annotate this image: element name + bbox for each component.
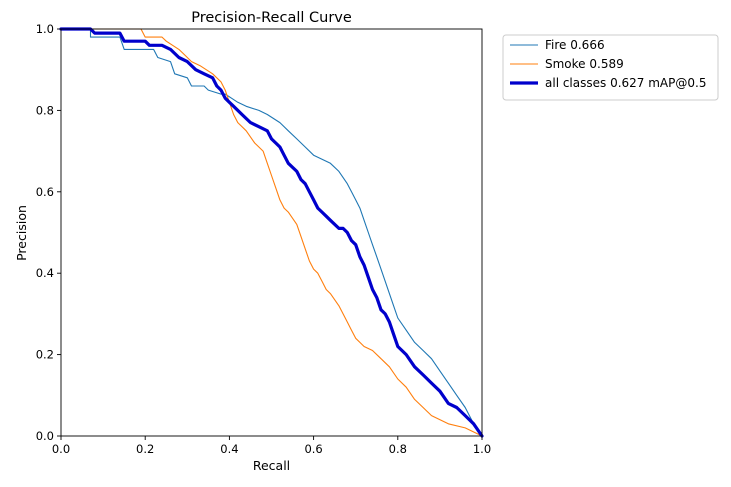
legend-label-3: all classes 0.627 mAP@0.5 xyxy=(545,76,706,90)
y-tick-label: 1.0 xyxy=(36,22,54,36)
y-tick-label: 0.2 xyxy=(36,348,54,362)
x-tick-label: 0.0 xyxy=(52,442,70,456)
legend: Fire 0.666 Smoke 0.589 all classes 0.627 m… xyxy=(502,34,719,101)
x-tick-label: 0.8 xyxy=(389,442,407,456)
y-tick-label: 0.0 xyxy=(36,429,54,443)
axes-frame xyxy=(60,28,483,437)
legend-label-1: Fire 0.666 xyxy=(545,38,605,52)
plot-area: 0.0 0.2 0.4 0.6 0.8 1.0 0.0 0.2 0.4 0.6 0.8 1.0 xyxy=(36,22,491,456)
x-tick-label: 0.2 xyxy=(136,442,154,456)
x-tick-label: 0.4 xyxy=(220,442,238,456)
x-tick-label: 1.0 xyxy=(473,442,491,456)
series-line-3 xyxy=(59,27,484,438)
y-tick-label: 0.6 xyxy=(36,185,54,199)
series-line-2 xyxy=(60,28,483,437)
x-axis-title: Recall xyxy=(253,458,290,473)
series-line-1 xyxy=(60,28,483,437)
legend-label-2: Smoke 0.589 xyxy=(545,57,624,71)
y-axis-title: Precision xyxy=(14,205,29,261)
x-tick-label: 0.6 xyxy=(304,442,322,456)
y-tick-label: 0.8 xyxy=(36,103,54,117)
y-tick-label: 0.4 xyxy=(36,266,54,280)
chart-title: Precision-Recall Curve xyxy=(191,10,352,26)
legend-box xyxy=(502,34,719,101)
